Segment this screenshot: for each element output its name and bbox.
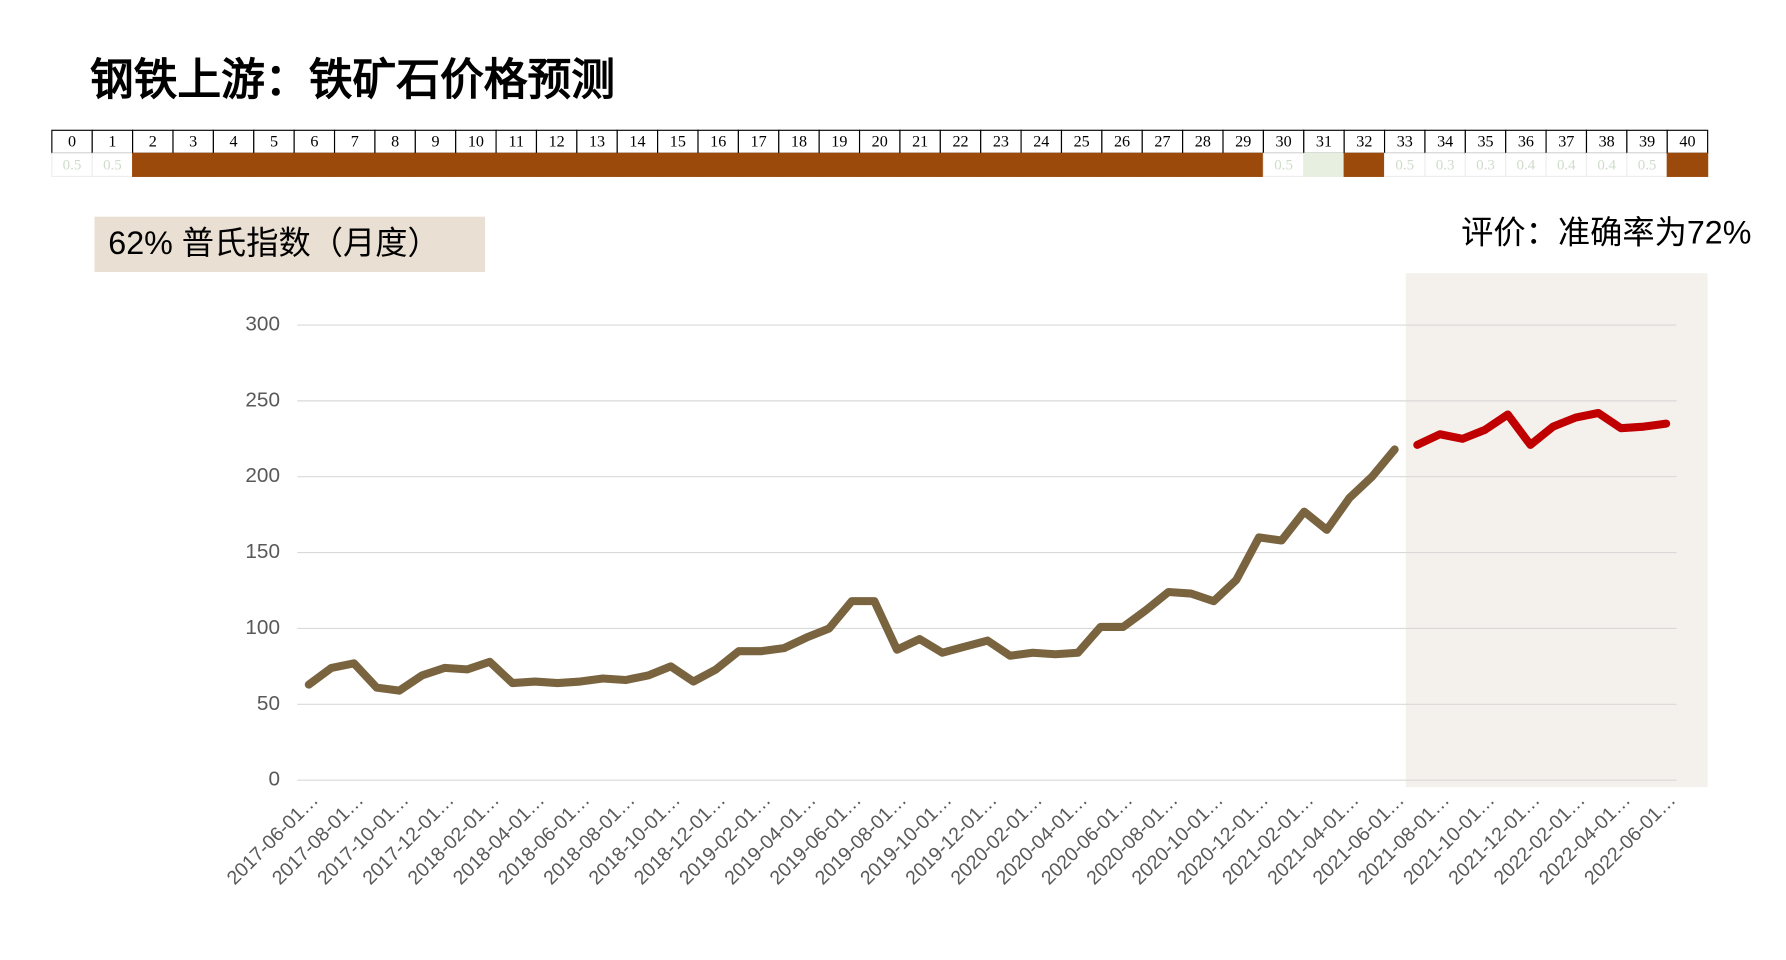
label-box — [94, 216, 486, 273]
strip-index: 15 — [670, 134, 686, 151]
strip-cell — [333, 152, 376, 177]
strip-index: 18 — [791, 134, 807, 151]
strip-label: 0.5 — [1395, 157, 1414, 173]
strip-index: 0 — [68, 134, 76, 151]
strip-cell — [172, 152, 214, 177]
strip-index: 4 — [230, 134, 238, 151]
strip-cell — [212, 152, 255, 177]
strip-cell — [1020, 152, 1063, 177]
strip-cell — [495, 152, 538, 177]
strip-cell — [697, 152, 739, 177]
strip-cell — [939, 152, 982, 177]
strip-index: 10 — [468, 134, 484, 151]
strip-index: 29 — [1235, 134, 1251, 151]
y-tick-label: 50 — [257, 692, 280, 715]
strip-index: 32 — [1356, 134, 1372, 151]
strip-cell — [132, 152, 174, 177]
strip-index: 25 — [1074, 134, 1090, 151]
strip-index: 40 — [1679, 134, 1695, 151]
strip-index: 31 — [1316, 134, 1332, 151]
strip-cell — [1060, 152, 1103, 177]
strip-index: 17 — [751, 134, 767, 151]
strip-label: 0.4 — [1517, 157, 1536, 173]
strip-cell — [1222, 152, 1264, 177]
strip-index: 39 — [1639, 134, 1655, 151]
evaluation: 评价：准确率为72% — [1461, 215, 1751, 251]
strip-index: 26 — [1114, 134, 1130, 151]
strip-label: 0.4 — [1557, 157, 1576, 173]
slide-title: 钢铁上游：铁矿石价格预测 — [90, 56, 615, 105]
strip-cell — [414, 152, 457, 177]
strip-index: 22 — [952, 134, 968, 151]
strip-cell — [737, 152, 780, 177]
y-tick-label: 200 — [245, 464, 280, 487]
strip-index: 7 — [351, 134, 359, 151]
strip-cell — [616, 152, 659, 177]
strip-index: 21 — [912, 134, 928, 151]
y-tick-label: 100 — [245, 616, 280, 639]
strip-cell — [657, 152, 699, 177]
strip-label: 0.5 — [63, 157, 82, 173]
strip-cell — [253, 152, 295, 177]
strip-index: 30 — [1276, 134, 1292, 151]
strip-index: 23 — [993, 134, 1009, 151]
forecast-area — [1405, 273, 1708, 788]
strip-index: 5 — [270, 134, 278, 151]
strip-index: 12 — [549, 134, 565, 151]
strip-index: 37 — [1558, 134, 1574, 151]
strip-cell — [374, 152, 416, 177]
strip-cell — [980, 152, 1022, 177]
strip-cell — [1343, 152, 1386, 177]
strip-index: 35 — [1477, 134, 1493, 151]
strip-index: 11 — [509, 134, 525, 151]
strip-cell — [455, 152, 497, 177]
strip-index: 14 — [629, 134, 645, 151]
data-line — [1413, 408, 1671, 449]
strip-cell — [293, 152, 336, 177]
strip-cell — [535, 152, 578, 177]
strip-cell — [778, 152, 820, 177]
label-box-text: 62% 普氏指数（月度） — [108, 225, 440, 261]
strip-cell — [858, 152, 901, 177]
strip-index: 3 — [189, 134, 197, 151]
y-tick-label: 150 — [245, 540, 280, 563]
strip-index: 2 — [149, 134, 157, 151]
strip-cell — [1101, 152, 1143, 177]
strip-cell — [1141, 152, 1184, 177]
strip-index: 36 — [1518, 134, 1534, 151]
strip-index: 38 — [1599, 134, 1615, 151]
strip-cell — [1666, 152, 1709, 177]
strip-label: 0.4 — [1597, 157, 1616, 173]
strip-cell — [899, 152, 941, 177]
y-tick-label: 300 — [245, 313, 280, 336]
strip-index: 6 — [310, 134, 318, 151]
strip-index: 8 — [391, 134, 399, 151]
y-tick-label: 0 — [268, 768, 280, 791]
strip-index: 13 — [589, 134, 605, 151]
strip-label: 0.3 — [1436, 157, 1455, 173]
strip-label: 0.3 — [1476, 157, 1495, 173]
strip-index: 20 — [872, 134, 888, 151]
strip-index: 1 — [108, 134, 116, 151]
strip-label: 0.5 — [103, 157, 122, 173]
strip-index: 19 — [831, 134, 847, 151]
strip-label: 0.5 — [1638, 157, 1657, 173]
strip-index: 27 — [1154, 134, 1170, 151]
strip-index: 9 — [431, 134, 439, 151]
strip-index: 28 — [1195, 134, 1211, 151]
strip-cell — [1303, 152, 1345, 177]
strip-index: 16 — [710, 134, 726, 151]
strip-index: 34 — [1437, 134, 1453, 151]
strip-index: 24 — [1033, 134, 1049, 151]
strip-cell — [576, 152, 618, 177]
y-tick-label: 250 — [245, 388, 280, 411]
strip-cell — [1182, 152, 1224, 177]
strip-index: 33 — [1397, 134, 1413, 151]
data-line — [304, 445, 1399, 695]
strip-cell — [818, 152, 861, 177]
strip-label: 0.5 — [1274, 157, 1293, 173]
